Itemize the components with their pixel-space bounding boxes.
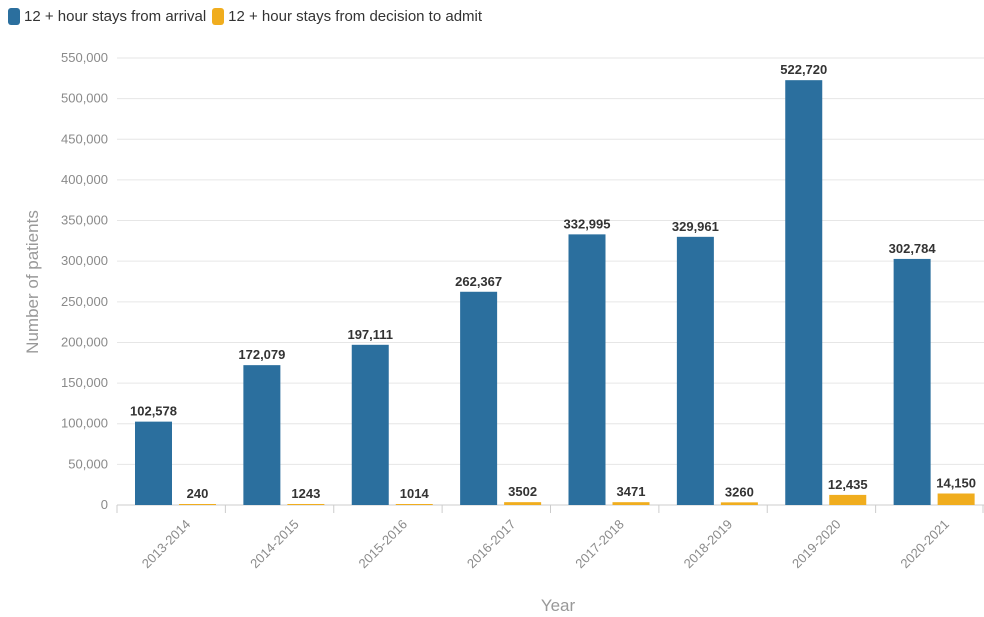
y-axis-ticks: 0 50,000 100,000 150,000 200,000 250,000 300,0… bbox=[61, 50, 108, 512]
y-tick-label: 500,000 bbox=[61, 91, 108, 106]
bar-decision-to-admit[interactable] bbox=[720, 502, 758, 505]
data-label-decision-to-admit: 3502 bbox=[508, 484, 537, 499]
data-label-arrival: 522,720 bbox=[780, 62, 827, 77]
bar-decision-to-admit[interactable] bbox=[504, 502, 542, 505]
x-tick-label: 2016-2017 bbox=[464, 517, 519, 572]
bar-arrival[interactable] bbox=[351, 344, 389, 505]
y-axis-title: Number of patients bbox=[23, 210, 42, 354]
data-label-decision-to-admit: 12,435 bbox=[828, 477, 868, 492]
x-tick-label: 2018-2019 bbox=[681, 517, 736, 572]
legend-item-decision-to-admit[interactable]: 12 + hour stays from decision to admit bbox=[212, 8, 482, 25]
bar-decision-to-admit[interactable] bbox=[829, 494, 867, 505]
bar-decision-to-admit[interactable] bbox=[395, 504, 433, 505]
bar-decision-to-admit[interactable] bbox=[287, 503, 325, 505]
y-tick-label: 250,000 bbox=[61, 294, 108, 309]
legend-label-decision-to-admit: 12 + hour stays from decision to admit bbox=[228, 8, 483, 25]
y-tick-label: 200,000 bbox=[61, 334, 108, 349]
data-label-decision-to-admit: 1014 bbox=[400, 486, 430, 501]
data-label-arrival: 102,578 bbox=[130, 404, 177, 419]
y-tick-label: 550,000 bbox=[61, 50, 108, 65]
x-axis-title: Year bbox=[541, 596, 576, 615]
data-label-arrival: 302,784 bbox=[889, 241, 937, 256]
legend-item-arrival[interactable]: 12 + hour stays from arrival bbox=[8, 8, 206, 25]
y-tick-label: 350,000 bbox=[61, 213, 108, 228]
data-label-arrival: 332,995 bbox=[564, 216, 611, 231]
data-label-arrival: 262,367 bbox=[455, 274, 502, 289]
x-tick-label: 2019-2020 bbox=[789, 517, 844, 572]
y-tick-label: 400,000 bbox=[61, 172, 108, 187]
legend-swatch-decision-to-admit bbox=[212, 8, 225, 25]
gridlines bbox=[117, 57, 984, 506]
data-label-arrival: 329,961 bbox=[672, 219, 719, 234]
x-tick-label: 2013-2014 bbox=[139, 517, 194, 572]
y-tick-label: 150,000 bbox=[61, 375, 108, 390]
data-label-decision-to-admit: 3260 bbox=[725, 484, 754, 499]
bar-arrival[interactable] bbox=[785, 80, 823, 505]
data-label-decision-to-admit: 240 bbox=[187, 486, 209, 501]
bar-arrival[interactable] bbox=[676, 236, 714, 505]
y-tick-label: 0 bbox=[101, 497, 108, 512]
x-tick-label: 2014-2015 bbox=[247, 517, 302, 572]
data-label-decision-to-admit: 1243 bbox=[291, 486, 320, 501]
x-tick-label: 2020-2021 bbox=[897, 517, 952, 572]
data-label-decision-to-admit: 14,150 bbox=[936, 475, 976, 490]
data-label-decision-to-admit: 3471 bbox=[617, 484, 646, 499]
data-labels: 102,578 240 172,079 1243 197,111 1014 262,367 3… bbox=[130, 62, 976, 501]
bar-arrival[interactable] bbox=[135, 421, 172, 505]
data-label-arrival: 197,111 bbox=[347, 327, 393, 342]
y-tick-label: 50,000 bbox=[68, 456, 108, 471]
x-axis-ticks: 2013-2014 2014-2015 2015-2016 2016-2017 2017… bbox=[116, 505, 984, 572]
bars bbox=[135, 80, 975, 505]
y-tick-label: 450,000 bbox=[61, 131, 108, 146]
chart-legend: 12 + hour stays from arrival 12 + hour s… bbox=[8, 8, 488, 25]
legend-swatch-arrival bbox=[8, 8, 20, 25]
bar-decision-to-admit[interactable] bbox=[612, 502, 650, 505]
bar-arrival[interactable] bbox=[243, 365, 281, 505]
x-tick-label: 2017-2018 bbox=[572, 517, 627, 572]
bar-decision-to-admit[interactable] bbox=[937, 493, 975, 505]
bar-arrival[interactable] bbox=[568, 234, 606, 505]
bar-decision-to-admit[interactable] bbox=[179, 504, 216, 505]
bar-arrival[interactable] bbox=[460, 291, 498, 505]
y-tick-label: 100,000 bbox=[61, 416, 108, 431]
y-tick-label: 300,000 bbox=[61, 253, 108, 268]
x-tick-label: 2015-2016 bbox=[355, 517, 410, 572]
data-label-arrival: 172,079 bbox=[238, 347, 285, 362]
bar-arrival[interactable] bbox=[893, 258, 931, 505]
legend-label-arrival: 12 + hour stays from arrival bbox=[24, 8, 207, 25]
